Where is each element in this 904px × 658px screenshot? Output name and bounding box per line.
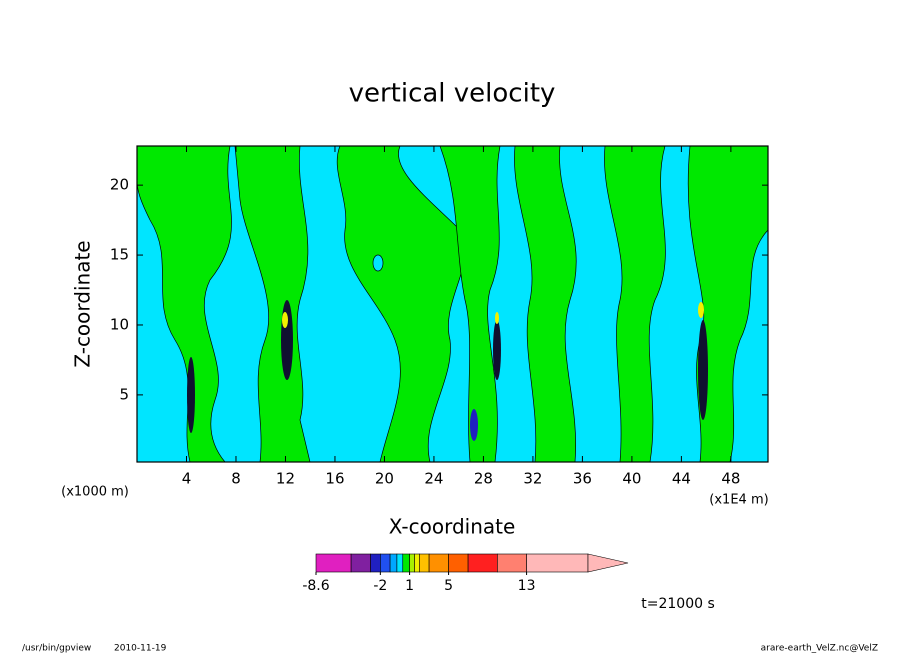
x-axis-unit: (x1E4 m) [709,493,768,508]
contour-region [698,302,704,318]
colorbar-segment [370,553,381,573]
contour-region [372,254,384,272]
footer-program: /usr/bin/gpview [22,644,91,654]
colorbar-segment [467,553,498,573]
y-tick-label: 20 [110,176,129,194]
colorbar-segment [396,553,404,573]
x-tick-label: 16 [325,470,344,488]
x-tick-label: 8 [231,470,241,488]
x-axis-label: X-coordinate [389,515,516,539]
plot-frame [136,145,769,463]
colorbar-segment [380,553,391,573]
colorbar-tick-label: 5 [444,578,453,594]
footer-source: arare-earth_VelZ.nc@VelZ [761,644,878,654]
x-tick-label: 20 [375,470,394,488]
contour-region [187,357,195,433]
x-tick-label: 48 [721,470,740,488]
y-tick-label: 15 [110,246,129,264]
contour-region [687,146,768,462]
contour-region [698,320,708,420]
x-tick-label: 32 [523,470,542,488]
contour-region [495,312,499,324]
colorbar-tick-label: -2 [373,578,387,594]
y-tick-label: 10 [110,315,129,333]
colorbar-segment [419,553,430,573]
colorbar-segment [315,553,352,573]
chart-title: vertical velocity [349,79,556,109]
colorbar-segment [414,553,420,573]
colorbar-tick-label: 1 [405,578,414,594]
colorbar-tick-label: -8.6 [302,578,329,594]
colorbar-tick-label: 13 [518,578,536,594]
contour-region [470,409,478,441]
contour-field [137,146,768,462]
colorbar-segment [497,553,527,573]
y-axis-label: Z-coordinate [71,240,95,367]
contour-region [234,146,311,462]
y-tick-label: 5 [119,385,129,403]
colorbar-segment [428,553,449,573]
contour-region [493,320,501,380]
x-tick-label: 28 [474,470,493,488]
contour-region [282,312,288,328]
x-tick-label: 24 [424,470,443,488]
colorbar-segment [448,553,469,573]
time-label: t=21000 s [641,596,715,612]
y-axis-unit: (x1000 m) [61,485,129,500]
footer-date: 2010-11-19 [114,644,167,654]
x-tick-label: 44 [672,470,691,488]
colorbar-segment [350,553,371,573]
x-tick-label: 36 [573,470,592,488]
contour-region [281,300,293,380]
x-tick-label: 40 [622,470,641,488]
x-tick-label: 4 [182,470,192,488]
colorbar-segment [402,553,410,573]
colorbar-segment [389,553,398,573]
x-tick-label: 12 [276,470,295,488]
colorbar-segment [526,553,589,573]
colorbar-segment [409,553,415,573]
colorbar-arrow [587,553,629,573]
